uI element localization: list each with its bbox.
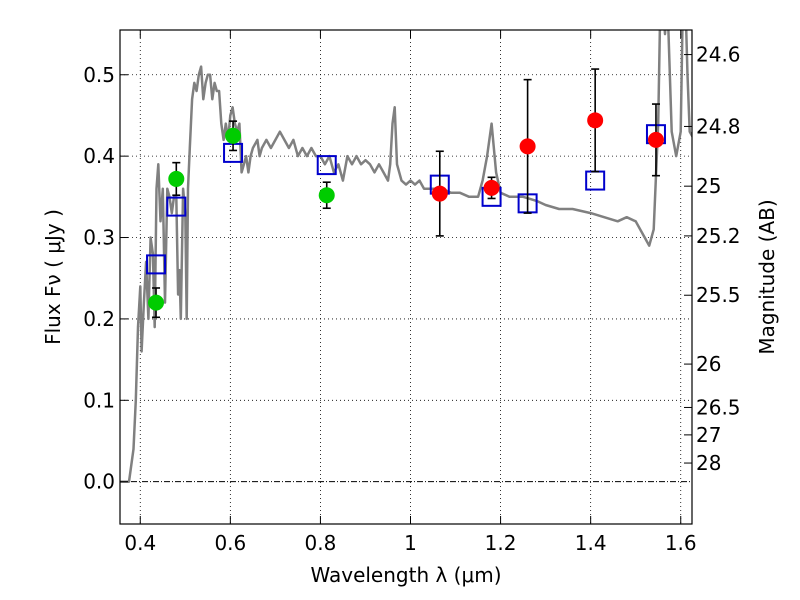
x-tick-label: 1: [404, 531, 417, 555]
x-tick-label: 1.2: [485, 531, 517, 555]
mag-tick-label: 26.5: [696, 395, 741, 419]
x-tick-label: 1.4: [575, 531, 607, 555]
x-axis-label: Wavelength λ (μm): [310, 563, 501, 587]
error-bars: [152, 68, 660, 319]
mag-tick-label: 24.8: [696, 114, 741, 138]
y-tick-label: 0.0: [83, 470, 115, 494]
data-points: [148, 112, 664, 311]
mag-tick-label: 27: [696, 423, 721, 447]
y-tick-label: 0.3: [83, 226, 115, 250]
x-tick-label: 1.6: [665, 531, 697, 555]
red-point: [431, 185, 448, 202]
model-square: [146, 254, 167, 275]
model-square: [316, 155, 337, 176]
green-point: [318, 187, 335, 204]
red-point: [483, 179, 500, 196]
mag-tick-label: 24.6: [696, 43, 741, 67]
x-tick-label: 0.6: [214, 531, 246, 555]
axis-ticks: [120, 30, 692, 524]
red-point: [647, 131, 664, 148]
x-tick-label: 0.8: [305, 531, 337, 555]
y-tick-label: 0.5: [83, 63, 115, 87]
mag-tick-label: 26: [696, 352, 721, 376]
mag-tick-label: 25.5: [696, 283, 741, 307]
y-tick-label: 0.1: [83, 388, 115, 412]
grid: [120, 30, 692, 524]
spectrum-line: [120, 30, 692, 483]
model-square: [585, 170, 606, 191]
mag-tick-label: 28: [696, 451, 721, 475]
green-point: [168, 170, 185, 187]
y-tick-label: 0.2: [83, 307, 115, 331]
green-point: [225, 127, 242, 144]
green-point: [148, 294, 165, 311]
tick-labels: 0.4 0.6 0.8 1 1.2 1.4 1.6 0.0 0.1 0.2 0.3 0.4 0.5 24.…: [83, 43, 740, 555]
mag-tick-label: 25.2: [696, 224, 741, 248]
plot-frame: [119, 29, 693, 525]
red-point: [587, 112, 604, 129]
plot-area: [120, 30, 692, 483]
x-tick-label: 0.4: [124, 531, 156, 555]
model-square: [166, 196, 187, 217]
blue-squares: [146, 124, 666, 275]
y-axis-label: Flux Fν ( μJy ): [41, 209, 65, 345]
mag-tick-label: 25: [696, 174, 721, 198]
y-tick-label: 0.4: [83, 144, 115, 168]
red-point: [519, 138, 536, 155]
y2-axis-label: Magnitude (AB): [755, 199, 779, 354]
